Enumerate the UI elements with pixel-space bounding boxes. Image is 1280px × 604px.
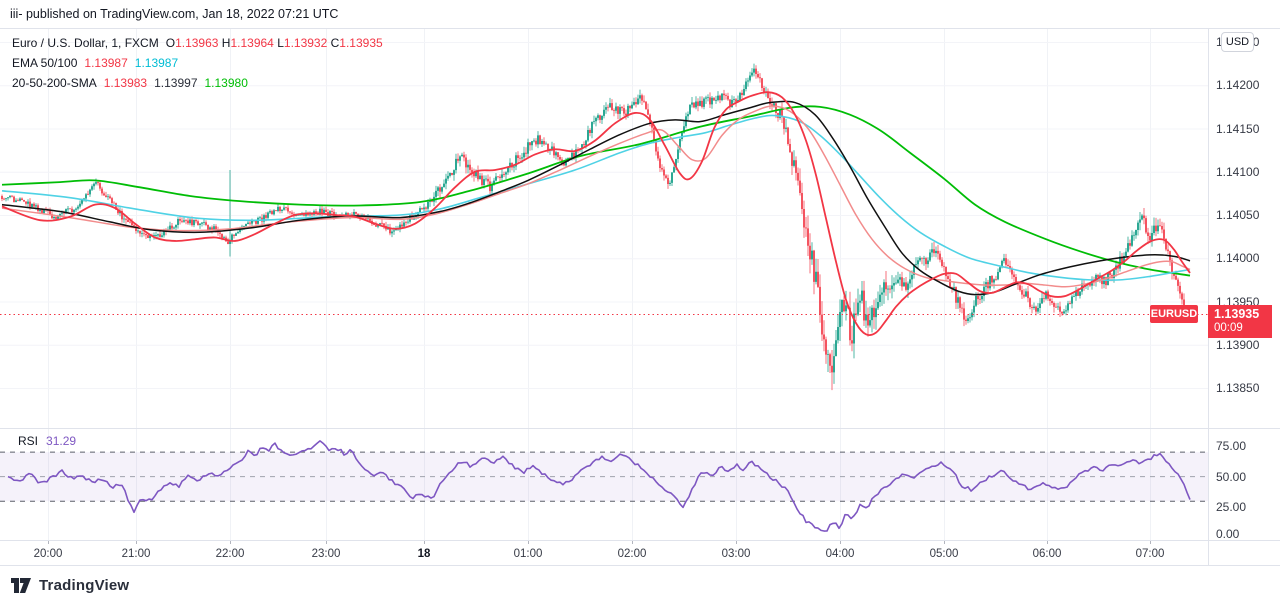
time-axis-label: 18 [417,548,431,560]
rsi-axis-label: 25.00 [1216,500,1247,515]
rsi-axis-label: 75.00 [1216,439,1247,453]
time-axis-label: 06:00 [1032,548,1062,560]
price-axis-label: 1.14200 [1216,78,1260,93]
price-axis-label: 1.13850 [1216,381,1260,395]
rsi-legend-label: RSI [18,434,39,448]
sma50-value: 1.13997 [154,76,198,90]
rsi-axis-label: 50.00 [1216,469,1247,484]
sma-legend-label: 20-50-200-SMA [12,76,97,90]
last-price-value: 1.13935 [1214,307,1260,322]
ema100-value: 1.13987 [134,56,179,70]
bar-countdown: 00:09 [1214,322,1243,335]
price-axis-label: 1.14150 [1216,121,1260,136]
brand-name[interactable]: TradingView [39,576,130,594]
price-axis-label: 1.13950 [1216,294,1260,309]
ohlc-values: O1.13963 H1.13964 L1.13932 C1.13935 [165,36,383,50]
price-axis-label: 1.14050 [1216,208,1260,222]
time-axis-label: 07:00 [1135,548,1165,560]
tradingview-logo-icon[interactable] [10,577,32,594]
time-axis-label: 20:00 [33,548,63,560]
time-axis-label: 23:00 [311,548,341,560]
time-axis-label: 04:00 [825,548,855,560]
price-axis-label: 1.14000 [1216,251,1260,266]
last-price-badge: 1.13935 00:09 [1208,305,1272,339]
publish-header: iii- published on TradingView.com, Jan 1… [10,7,339,21]
currency-usd-button[interactable]: USD [1221,32,1254,52]
ema-legend-row[interactable]: EMA 50/100 1.13987 1.13987 [12,56,178,70]
ema50-value: 1.13987 [84,56,128,70]
time-axis-label: 03:00 [721,548,751,560]
price-axis-label: 1.14100 [1216,164,1260,179]
ema-legend-label: EMA 50/100 [12,56,78,70]
time-axis-label: 05:00 [929,548,959,560]
sma-legend-row[interactable]: 20-50-200-SMA 1.13983 1.13997 1.13980 [12,76,248,90]
time-axis-label: 01:00 [513,548,543,560]
sma200-value: 1.13980 [204,76,248,90]
symbol-legend-row[interactable]: Euro / U.S. Dollar, 1, FXCM O1.13963 H1.… [12,36,383,50]
time-axis-label: 02:00 [617,548,647,560]
sma20-value: 1.13983 [103,76,148,90]
symbol-title: Euro / U.S. Dollar, 1, FXCM [12,36,159,50]
rsi-value: 31.29 [46,434,77,448]
time-axis-label: 22:00 [215,548,245,560]
symbol-price-flag: EURUSD [1150,305,1198,324]
rsi-axis-label: 0.00 [1216,527,1240,541]
price-axis-label: 1.13900 [1216,337,1260,352]
footer-bar: TradingView [0,566,1280,604]
rsi-legend-row[interactable]: RSI 31.29 [18,434,76,448]
time-axis-label: 21:00 [121,548,151,560]
